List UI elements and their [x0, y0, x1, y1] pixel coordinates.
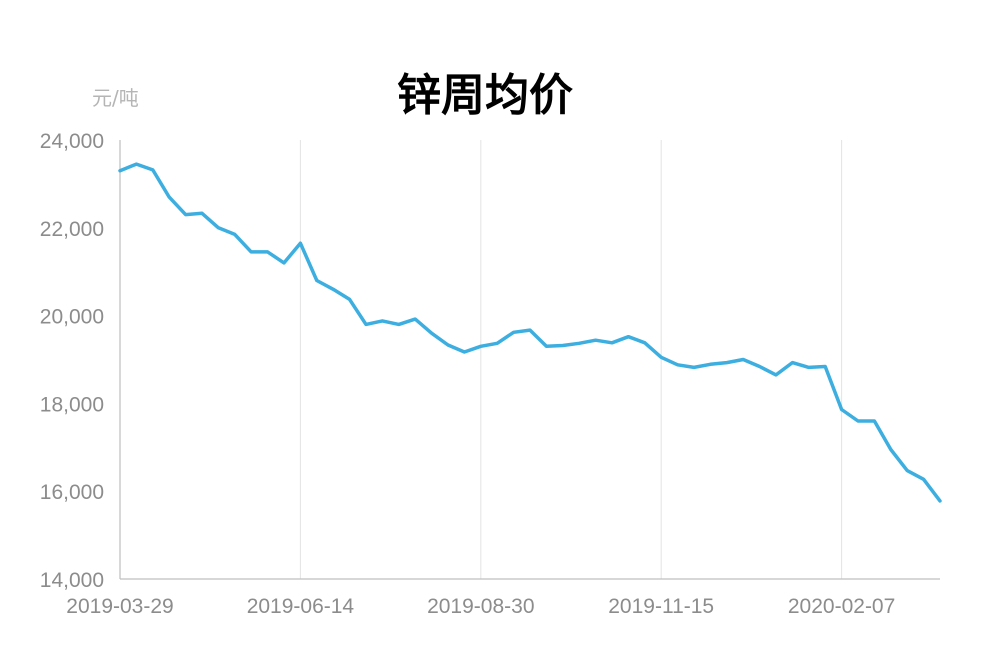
tick-labels: 14,000 16,000 18,000 20,000 22,000 24,000 2019… [40, 130, 896, 618]
y-tick-label: 20,000 [40, 306, 104, 329]
x-tick-label: 2019-11-15 [608, 595, 714, 618]
axes [119, 140, 940, 580]
x-tick-label: 2019-08-30 [427, 595, 534, 618]
y-tick-label: 24,000 [40, 130, 104, 153]
x-tick-label: 2019-06-14 [247, 595, 355, 618]
y-axis-unit-label: 元/吨 [92, 86, 139, 110]
grid-lines [299, 140, 843, 579]
x-tick-label: 2020-02-07 [788, 595, 895, 618]
y-tick-label: 18,000 [40, 393, 104, 416]
y-tick-label: 16,000 [40, 481, 104, 504]
price-series-line [118, 162, 942, 503]
x-tick-label: 2019-03-29 [66, 595, 173, 618]
y-tick-label: 14,000 [40, 569, 104, 592]
series-lines [118, 162, 942, 503]
y-tick-label: 22,000 [40, 218, 104, 241]
chart-title: 锌周均价 [397, 70, 573, 121]
